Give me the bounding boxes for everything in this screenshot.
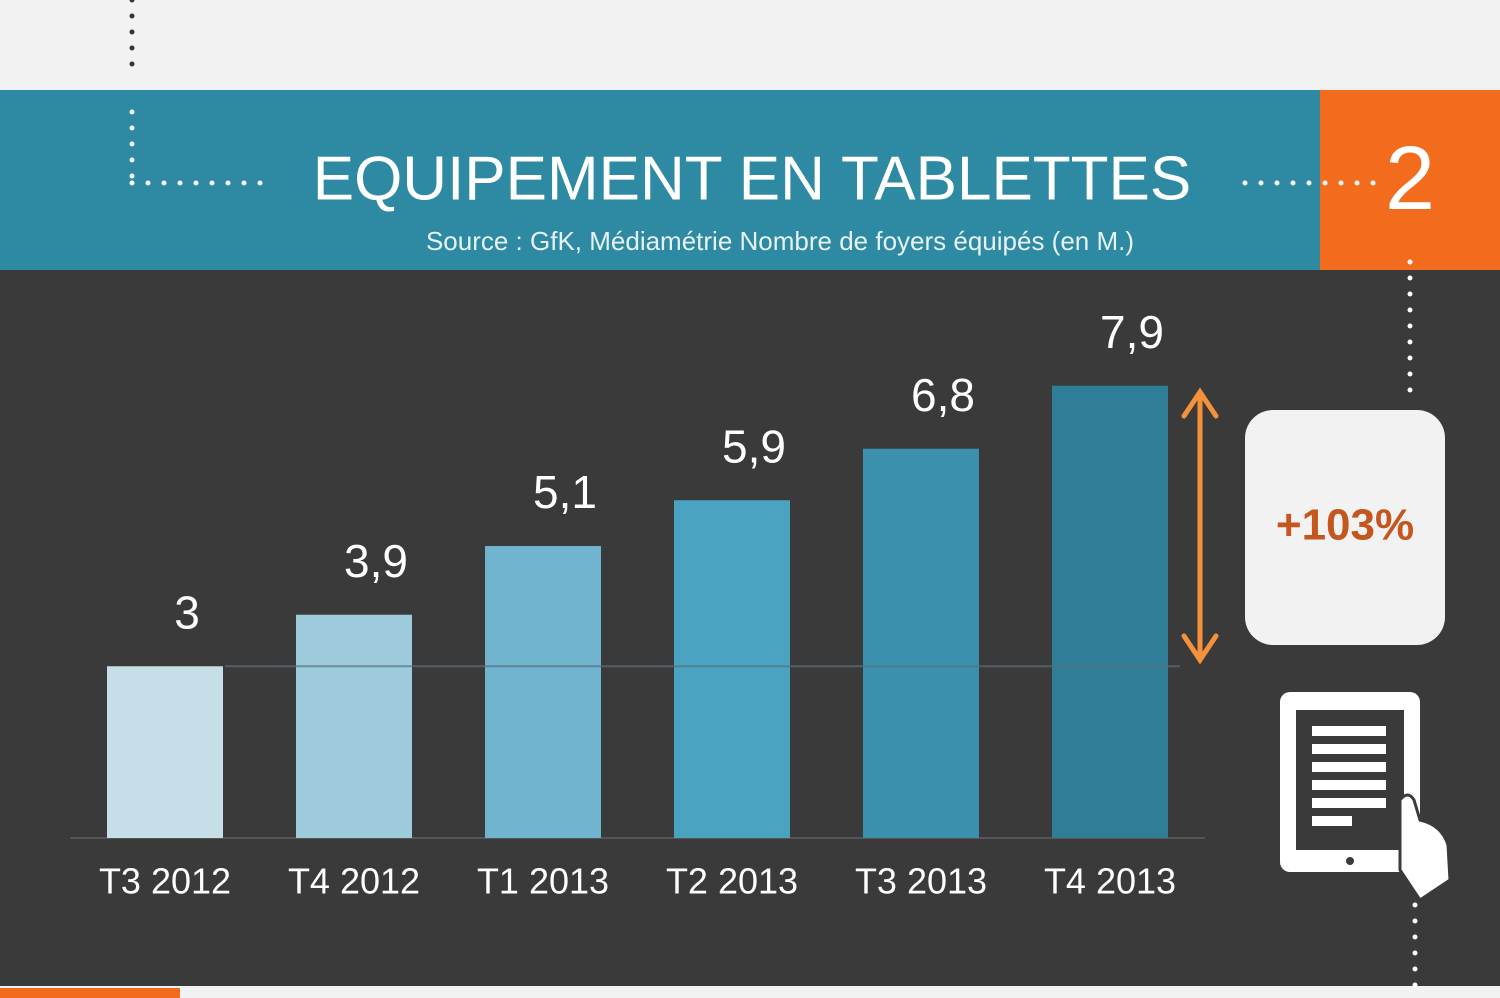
x-tick-label: T3 2013: [855, 861, 987, 902]
bar: [485, 546, 601, 838]
bar: [296, 614, 412, 838]
value-label: 7,9: [1100, 306, 1164, 358]
annotation-box: [1245, 410, 1445, 645]
value-label: 6,8: [911, 369, 975, 421]
badge-box: [1320, 90, 1500, 270]
tablet-icon: [1280, 692, 1452, 903]
bar: [1052, 385, 1168, 838]
chart-title: EQUIPEMENT EN TABLETTES: [313, 144, 1192, 213]
value-label: 5,1: [533, 466, 597, 518]
dotted-lines: [129, 0, 1418, 998]
growth-arrow: [1181, 387, 1219, 665]
x-tick-label: T4 2012: [288, 861, 420, 902]
bar: [863, 448, 979, 838]
badge-number: 2: [1385, 129, 1435, 229]
x-tick-label: T4 2013: [1044, 861, 1176, 902]
x-tick-label: T3 2012: [99, 861, 231, 902]
value-label: 5,9: [722, 420, 786, 472]
x-tick-label: T2 2013: [666, 861, 798, 902]
bar: [107, 666, 223, 838]
bar: [674, 500, 790, 838]
value-label: 3,9: [344, 535, 408, 587]
header-band: [0, 90, 1320, 270]
annotation: +103%: [1276, 501, 1414, 550]
value-label: 3: [174, 586, 200, 638]
x-tick-label: T1 2013: [477, 861, 609, 902]
chart-subtitle: Source : GfK, Médiamétrie Nombre de foye…: [426, 226, 1134, 256]
footer-accent: [0, 988, 180, 998]
